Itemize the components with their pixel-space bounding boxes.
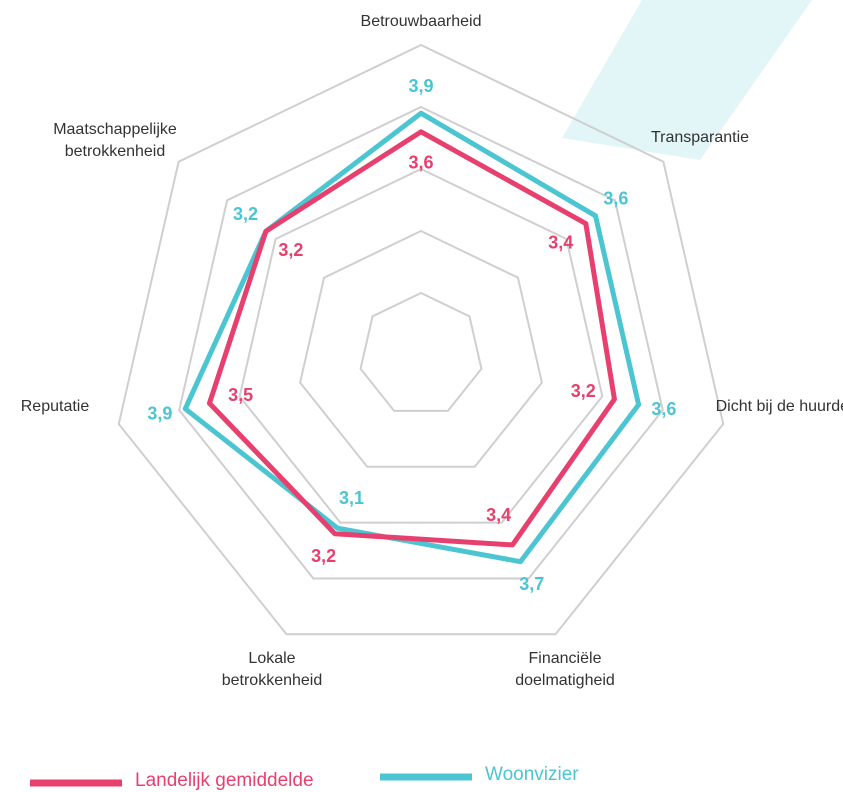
- value-label: 3,4: [548, 232, 573, 252]
- value-label: 3,2: [311, 546, 336, 566]
- grid-ring: [359, 291, 483, 412]
- axis-label: Financiële doelmatigheid: [515, 650, 615, 689]
- grid-ring: [299, 229, 543, 468]
- value-label: 3,6: [603, 188, 628, 208]
- series-line: [206, 129, 617, 548]
- axis-label: Transparantie: [650, 129, 750, 146]
- legend-label: Woonvizier: [485, 764, 579, 785]
- legend-label: Landelijk gemiddelde: [135, 770, 314, 791]
- value-label: 3,2: [233, 204, 258, 224]
- axis-label: Dicht bij de huurder: [715, 398, 843, 415]
- value-label: 3,7: [519, 574, 544, 594]
- grid-ring: [178, 105, 664, 580]
- decoration: [562, 0, 812, 160]
- grid-ring: [238, 167, 604, 524]
- value-label: 3,6: [408, 153, 433, 173]
- axis-label: Betrouwbaarheid: [360, 13, 482, 30]
- axis-label: Reputatie: [20, 398, 90, 415]
- value-label: 3,2: [571, 381, 596, 401]
- grid-ring: [117, 43, 725, 636]
- value-label: 3,2: [278, 240, 303, 260]
- value-label: 3,4: [486, 505, 511, 525]
- value-label: 3,6: [651, 399, 676, 419]
- value-label: 3,1: [339, 488, 364, 508]
- series-line: [182, 110, 642, 565]
- value-label: 3,9: [147, 403, 172, 423]
- value-label: 3,9: [408, 76, 433, 96]
- value-label: 3,5: [228, 385, 253, 405]
- axis-label: Lokale betrokkenheid: [221, 650, 323, 689]
- axis-label: Maatschappelijke betrokkenheid: [53, 121, 177, 160]
